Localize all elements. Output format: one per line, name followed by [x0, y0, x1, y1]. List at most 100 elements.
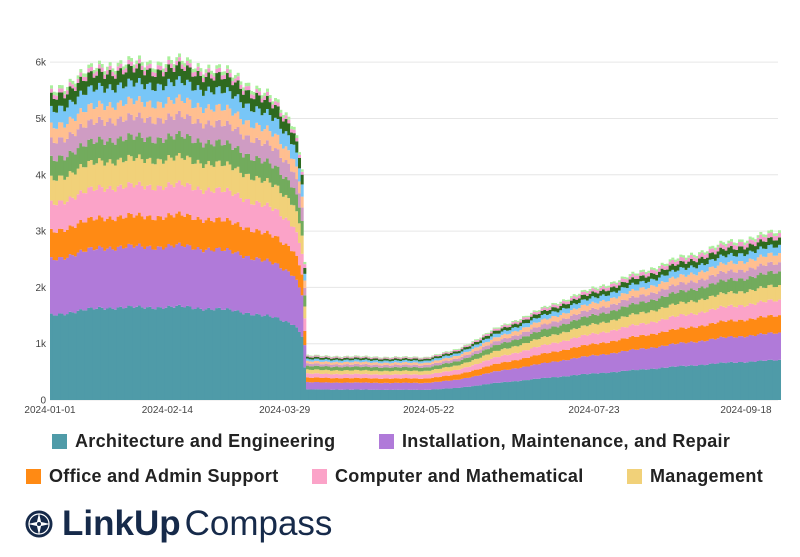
- bar-segment: [418, 363, 422, 366]
- bar-segment: [303, 345, 307, 368]
- legend-item-management[interactable]: Management: [627, 466, 763, 487]
- bar-segment: [759, 300, 763, 316]
- bar-segment: [690, 259, 694, 266]
- bar-segment: [282, 121, 286, 134]
- bar-segment: [532, 346, 536, 356]
- bar-segment: [114, 125, 118, 145]
- bar-segment: [236, 127, 240, 147]
- bar-segment: [130, 98, 134, 115]
- bar-segment: [212, 222, 216, 252]
- bar-segment: [159, 307, 163, 400]
- bar-segment: [455, 353, 459, 356]
- bar-segment: [764, 317, 768, 335]
- bar-segment: [148, 245, 152, 307]
- bar-segment: [508, 354, 512, 362]
- bar-segment: [778, 253, 782, 263]
- bar-segment: [711, 252, 715, 260]
- bar-segment: [532, 378, 536, 400]
- bar-segment: [684, 263, 688, 270]
- bar-segment: [130, 80, 134, 99]
- bar-segment: [676, 292, 680, 305]
- bar-segment: [52, 315, 56, 400]
- bar-segment: [546, 307, 550, 309]
- bar-segment: [362, 374, 366, 379]
- bar-segment: [167, 59, 171, 65]
- bar-segment: [727, 254, 731, 263]
- bar-segment: [668, 265, 672, 272]
- bar-segment: [319, 382, 323, 390]
- bar-segment: [314, 369, 318, 374]
- bar-segment: [114, 165, 118, 192]
- bar-segment: [119, 68, 123, 83]
- bar-segment: [628, 325, 632, 338]
- bar-segment: [108, 84, 112, 103]
- bar-segment: [764, 302, 768, 318]
- bar-segment: [460, 356, 464, 360]
- bar-segment: [322, 370, 326, 374]
- bar-segment: [239, 172, 243, 199]
- bar-segment: [100, 187, 104, 218]
- bar-segment: [607, 354, 611, 373]
- bar-segment: [196, 186, 200, 217]
- bar-segment: [503, 361, 507, 370]
- bar-segment: [143, 67, 147, 71]
- bar-segment: [100, 86, 104, 104]
- bar-segment: [495, 341, 499, 346]
- legend-item-architecture[interactable]: Architecture and Engineering: [52, 431, 335, 452]
- bar-segment: [458, 358, 462, 362]
- bar-segment: [463, 355, 467, 359]
- bar-segment: [727, 279, 731, 293]
- bar-segment: [71, 172, 75, 198]
- bar-segment: [543, 309, 547, 314]
- bar-segment: [167, 305, 171, 400]
- legend-item-computer-math[interactable]: Computer and Mathematical: [312, 466, 584, 487]
- bar-segment: [79, 123, 83, 144]
- legend-item-office-admin[interactable]: Office and Admin Support: [26, 466, 279, 487]
- bar-segment: [207, 160, 211, 188]
- bar-segment: [762, 287, 766, 303]
- bar-segment: [452, 365, 456, 370]
- bar-segment: [351, 389, 355, 400]
- bar-segment: [346, 356, 350, 358]
- bar-segment: [658, 332, 662, 347]
- bar-segment: [274, 184, 278, 209]
- bar-segment: [180, 306, 184, 400]
- bar-segment: [284, 160, 288, 177]
- bar-segment: [458, 361, 462, 366]
- bar-segment: [514, 345, 518, 353]
- bar-segment: [663, 332, 667, 346]
- bar-segment: [180, 68, 184, 84]
- bar-segment: [143, 122, 147, 142]
- bar-segment: [266, 125, 270, 141]
- bar-segment: [175, 114, 179, 134]
- bar-segment: [420, 358, 424, 360]
- bar-segment: [218, 187, 222, 218]
- bar-segment: [578, 374, 582, 400]
- bar-segment: [415, 370, 419, 375]
- bar-segment: [506, 355, 510, 363]
- bar-segment: [386, 382, 390, 390]
- bar-segment: [623, 306, 627, 317]
- bar-segment: [231, 149, 235, 171]
- bar-segment: [580, 356, 584, 375]
- bar-segment: [415, 382, 419, 390]
- bar-segment: [255, 200, 259, 230]
- bar-segment: [130, 61, 134, 66]
- bar-segment: [620, 276, 624, 279]
- bar-segment: [652, 267, 656, 271]
- bar-segment: [164, 119, 168, 140]
- bar-segment: [426, 358, 430, 361]
- bar-segment: [98, 215, 102, 246]
- bar-segment: [66, 138, 70, 158]
- bar-segment: [492, 350, 496, 358]
- bar-segment: [375, 364, 379, 367]
- bar-segment: [223, 74, 227, 79]
- legend-item-installation[interactable]: Installation, Maintenance, and Repair: [379, 431, 730, 452]
- bar-segment: [183, 71, 187, 86]
- bar-segment: [258, 124, 262, 140]
- bar-segment: [519, 359, 523, 368]
- bar-segment: [767, 332, 771, 360]
- bar-segment: [106, 70, 110, 75]
- bar-segment: [631, 277, 635, 283]
